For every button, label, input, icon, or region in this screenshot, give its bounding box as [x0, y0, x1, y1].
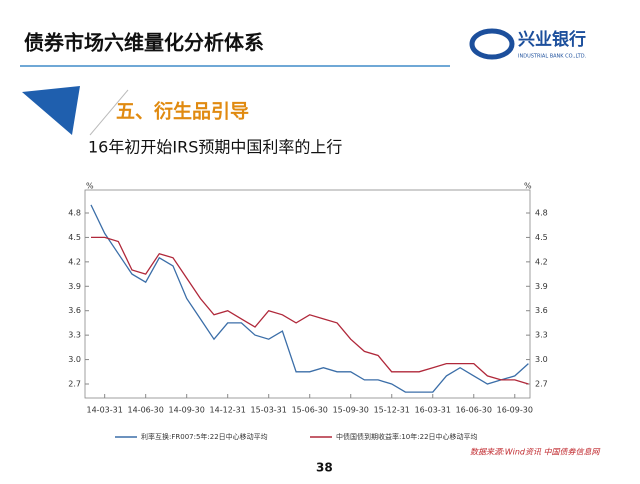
y-tick-label: 4.8 [68, 209, 81, 218]
y-tick-label: 3.6 [68, 306, 81, 315]
y-tick-label: 3.9 [68, 282, 81, 291]
y2-tick-label: 3.0 [535, 355, 548, 364]
section-arrow [22, 86, 80, 135]
x-tick-label: 16-06-30 [456, 406, 492, 415]
legend-label: 利率互换:FR007:5年:22日中心移动平均 [141, 432, 268, 441]
x-tick-label: 15-12-31 [374, 406, 410, 415]
x-tick-label: 14-03-31 [87, 406, 123, 415]
source: 数据来源:Wind资讯 中国债券信息网 [470, 448, 601, 457]
logo-en: INDUSTRIAL BANK CO.,LTD. [518, 54, 587, 60]
section-divider [89, 89, 129, 136]
x-tick-label: 14-12-31 [210, 406, 246, 415]
plot-frame [84, 189, 531, 399]
y-unit: % [86, 182, 94, 191]
y2-tick-label: 4.8 [535, 209, 548, 218]
x-tick-label: 16-09-30 [497, 406, 533, 415]
y2-tick-label: 3.6 [535, 306, 548, 315]
legend-label: 中债国债到期收益率:10年:22日中心移动平均 [336, 432, 478, 441]
y2-tick-label: 4.5 [535, 233, 548, 242]
x-tick-label: 14-09-30 [169, 406, 205, 415]
section-title: 五、衍生品引导 [116, 100, 249, 123]
y-tick-label: 4.2 [68, 257, 81, 266]
series-line [90, 204, 529, 393]
y2-unit: % [524, 182, 532, 191]
x-tick-label: 14-06-30 [128, 406, 164, 415]
y-tick-label: 3.0 [68, 355, 81, 364]
y2-tick-label: 3.9 [535, 282, 548, 291]
logo-icon [469, 28, 515, 60]
slide-title: 债券市场六维量化分析体系 [24, 31, 264, 55]
x-tick-label: 15-06-30 [292, 406, 328, 415]
x-tick-label: 15-09-30 [333, 406, 369, 415]
y2-tick-label: 2.7 [535, 380, 548, 389]
y-tick-label: 2.7 [68, 380, 81, 389]
series-line [91, 236, 529, 385]
logo-name: 兴业银行 [518, 29, 586, 50]
x-tick-label: 15-03-31 [251, 406, 287, 415]
y-tick-label: 3.3 [68, 331, 81, 340]
page-number: 38 [316, 461, 333, 475]
y2-tick-label: 4.2 [535, 257, 548, 266]
y-tick-label: 4.5 [68, 233, 81, 242]
x-tick-label: 16-03-31 [415, 406, 451, 415]
chart-title: 16年初开始IRS预期中国利率的上行 [88, 138, 342, 157]
y2-tick-label: 3.3 [535, 331, 548, 340]
